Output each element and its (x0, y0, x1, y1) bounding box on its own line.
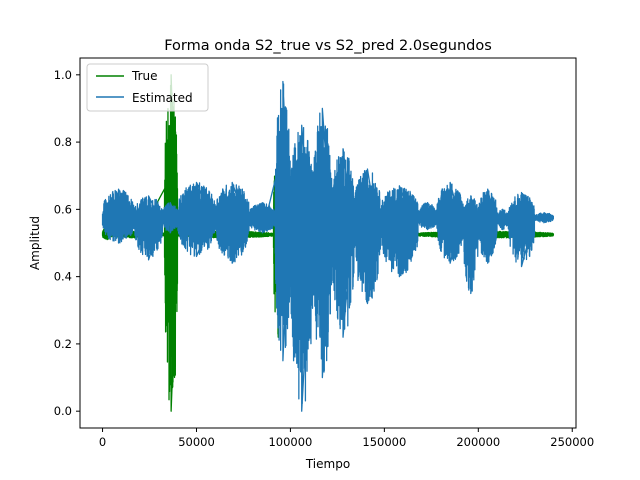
y-tick-label: 0.0 (54, 404, 72, 418)
y-tick-label: 0.4 (54, 270, 72, 284)
y-axis: 0.0 0.2 0.4 0.6 0.8 1.0 (54, 68, 80, 418)
x-axis: 0 50000 100000 150000 200000 250000 (99, 428, 594, 449)
y-tick-label: 1.0 (54, 68, 72, 82)
y-tick-label: 0.6 (54, 202, 72, 216)
series-layer (101, 74, 555, 412)
legend-label-true: True (131, 69, 158, 83)
x-tick-label: 50000 (178, 435, 215, 449)
x-tick-label: 150000 (362, 435, 406, 449)
x-tick-label: 100000 (268, 435, 312, 449)
y-tick-label: 0.8 (54, 135, 72, 149)
x-tick-label: 250000 (550, 435, 594, 449)
y-axis-label: Amplitud (28, 216, 42, 270)
legend: True Estimated (86, 63, 209, 112)
legend-label-estimated: Estimated (132, 91, 193, 105)
x-axis-label: Tiempo (305, 457, 350, 471)
series-line-estimated (101, 80, 554, 412)
x-tick-label: 200000 (456, 435, 500, 449)
chart-title: Forma onda S2_true vs S2_pred 2.0segundo… (164, 38, 492, 54)
series-estimated (101, 80, 554, 412)
x-tick-label: 0 (99, 435, 106, 449)
plot-frame (79, 57, 577, 429)
y-tick-label: 0.2 (54, 337, 72, 351)
